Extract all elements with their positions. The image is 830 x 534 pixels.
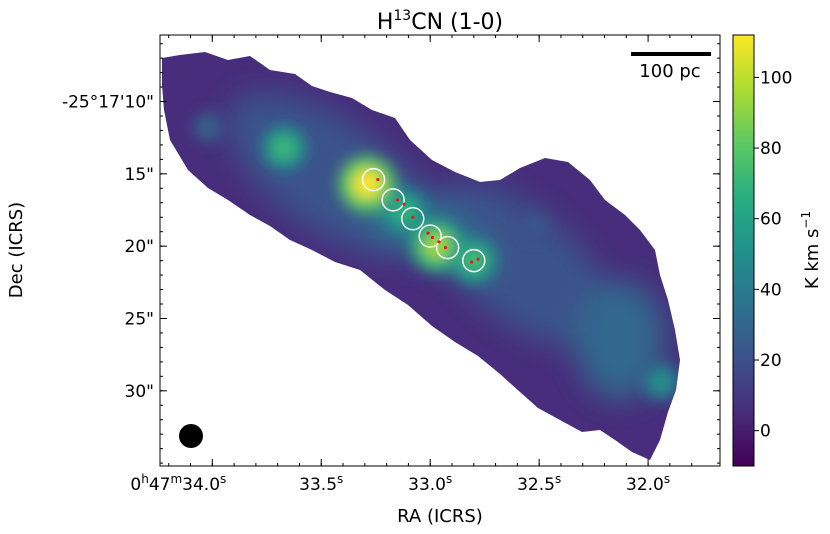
intensity-peak [353,169,382,198]
x-axis: 0h47m34.0s 33.5s 33.0s 32.5s 32.0s [130,35,693,495]
intensity-peak [462,249,486,273]
chart-title: H13CN (1-0) [377,8,503,35]
source-point [437,240,441,244]
y-tick-label: 20" [125,237,154,257]
aperture-circle [418,224,442,248]
colorbar-ticks: 0 20 40 60 80 100 [754,68,792,442]
x-tick-label: 33.0s [408,472,452,495]
x-tick-label: 32.5s [517,472,561,495]
x-axis-label: RA (ICRS) [397,506,483,527]
ridge-glow-2 [428,182,612,348]
ridge-glow-4 [575,280,665,400]
plot-area [160,35,720,466]
y-tick-label: -25°17'10" [62,93,154,113]
source-point [469,260,474,264]
intensity-peak [651,372,672,393]
source-point [443,246,448,250]
colorbar-tick-label: 20 [760,351,782,371]
colorbar-tick-label: 100 [760,68,792,88]
scale-bar: 100 pc [631,52,711,82]
x-tick-label: 33.5s [299,472,343,495]
y-axis: -25°17'10" 15" 20" 25" 30" [62,43,720,464]
aperture-circle [381,188,405,212]
scale-bar-label: 100 pc [639,61,700,82]
aperture-circle [435,235,460,260]
colorbar-tick-label: 0 [760,422,771,442]
plot-frame [159,34,721,467]
intensity-peak [199,118,217,137]
source-point [411,215,415,219]
y-tick-label: 25" [125,309,154,329]
source-point [430,235,434,240]
x-tick-label: 0h47m34.0s [130,472,226,495]
aperture-circle [462,248,486,273]
beam-marker [179,424,203,448]
y-tick-label: 15" [125,165,154,185]
intensity-peak [272,136,296,160]
x-tick-label: 32.0s [626,472,670,495]
source-point [376,178,380,182]
apertures-layer [361,167,486,273]
intensity-peak [526,217,544,235]
y-axis-label: Dec (ICRS) [6,202,27,298]
sources-layer [376,178,480,264]
y-tick-label: 30" [125,382,154,402]
colorbar: 0 20 40 60 80 100 K km s−1 [732,34,823,467]
source-point [402,202,406,206]
colorbar-gradient [732,34,755,467]
source-point [395,198,400,202]
aperture-circle [401,206,425,231]
colorbar-tick-label: 60 [760,210,782,230]
colorbar-label: K km s−1 [799,211,823,289]
colorbar-tick-label: 40 [760,280,782,300]
colorbar-tick-label: 80 [760,139,782,159]
aperture-circle [361,167,386,192]
source-point [476,257,480,261]
source-point [426,231,430,235]
